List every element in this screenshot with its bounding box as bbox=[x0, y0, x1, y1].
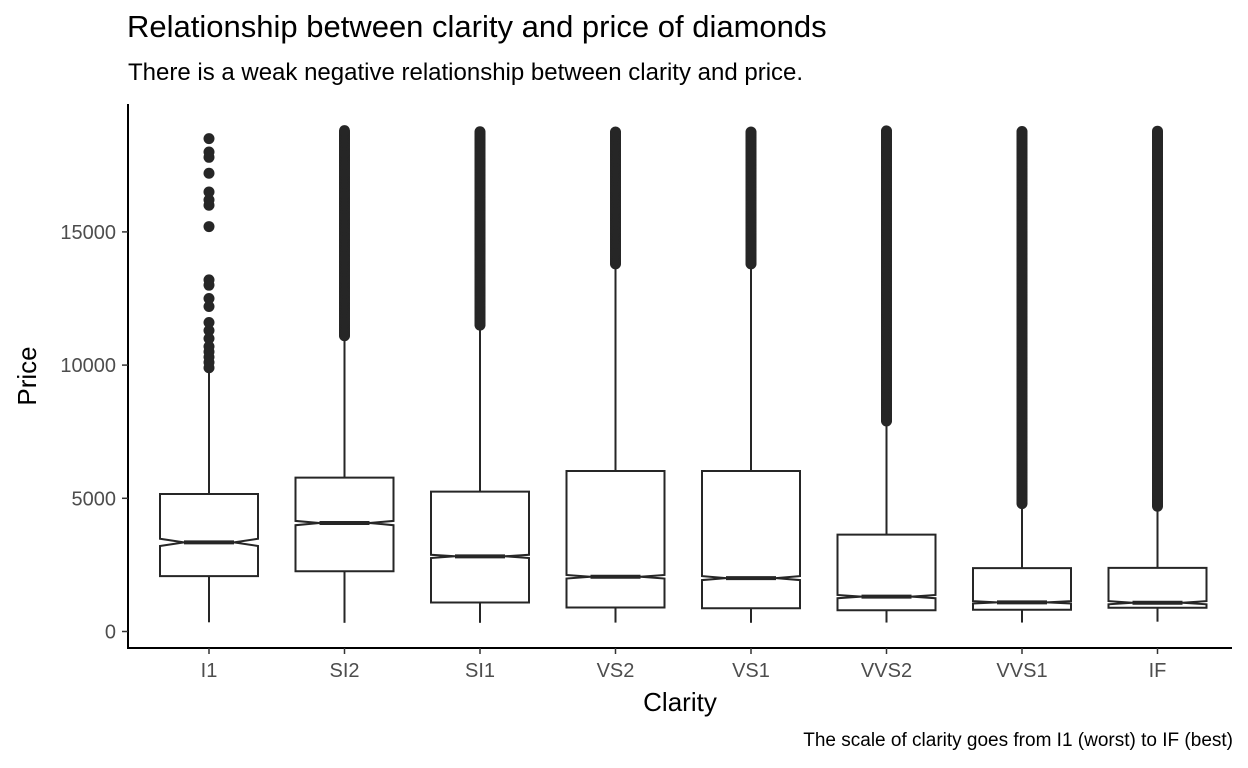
outlier-point bbox=[1152, 125, 1163, 137]
box-si2 bbox=[294, 125, 395, 623]
outlier-point bbox=[474, 126, 486, 138]
outliers bbox=[203, 133, 215, 374]
outlier-point bbox=[203, 340, 215, 352]
notched-box bbox=[972, 567, 1072, 611]
outlier-point bbox=[203, 332, 215, 344]
outlier-point bbox=[203, 274, 215, 286]
y-tick-label: 5000 bbox=[72, 488, 117, 510]
outlier-point bbox=[203, 221, 215, 233]
outliers bbox=[881, 125, 892, 427]
x-tick-label: IF bbox=[1149, 660, 1167, 682]
outlier-point bbox=[1016, 125, 1028, 137]
x-tick-label: VS1 bbox=[732, 660, 770, 682]
box-if bbox=[1107, 125, 1208, 622]
y-axis-label: Price bbox=[12, 346, 42, 405]
notched-box bbox=[565, 470, 666, 609]
notched-box bbox=[430, 490, 530, 604]
x-axis-label: Clarity bbox=[643, 687, 717, 717]
outlier-point bbox=[203, 146, 215, 158]
x-tick-label: VVS2 bbox=[861, 660, 912, 682]
x-tick-label: SI2 bbox=[329, 660, 359, 682]
outlier-point bbox=[203, 186, 215, 198]
notched-box bbox=[159, 493, 259, 578]
outlier-point bbox=[339, 125, 350, 137]
box-vvs1 bbox=[972, 125, 1072, 623]
outlier-point bbox=[203, 300, 215, 312]
notched-box bbox=[836, 533, 937, 612]
outliers bbox=[339, 125, 350, 342]
outliers bbox=[1016, 125, 1028, 510]
box-si1 bbox=[430, 126, 530, 623]
outlier-point bbox=[610, 126, 621, 138]
x-tick-label: I1 bbox=[201, 660, 218, 682]
x-tick-label: VS2 bbox=[597, 660, 635, 682]
chart-caption: The scale of clarity goes from I1 (worst… bbox=[803, 730, 1233, 751]
chart-title: Relationship between clarity and price o… bbox=[127, 9, 827, 44]
outlier-point bbox=[745, 126, 757, 138]
y-tick-label: 0 bbox=[105, 622, 116, 644]
outlier-point bbox=[203, 194, 215, 206]
outliers bbox=[474, 126, 486, 331]
notched-box bbox=[701, 470, 801, 610]
y-tick-label: 15000 bbox=[60, 222, 116, 244]
box-vvs2 bbox=[836, 125, 937, 623]
axes: 0 5000 10000 15000 I1 SI2 SI1 VS2 VS1 VVS2 VVS1 IF bbox=[60, 104, 1232, 682]
x-tick-label: SI1 bbox=[465, 660, 495, 682]
outliers bbox=[745, 126, 757, 270]
outlier-point bbox=[203, 133, 215, 145]
outliers bbox=[610, 126, 621, 270]
box-vs1 bbox=[701, 126, 801, 623]
boxes bbox=[159, 125, 1208, 623]
outlier-point bbox=[203, 324, 215, 336]
x-tick-label: VVS1 bbox=[996, 660, 1047, 682]
box-i1 bbox=[159, 133, 259, 623]
outlier-point bbox=[203, 316, 215, 328]
box-vs2 bbox=[565, 126, 666, 623]
notched-box bbox=[1107, 566, 1208, 609]
outliers bbox=[1152, 125, 1163, 512]
outlier-point bbox=[203, 293, 215, 304]
outlier-point bbox=[881, 125, 892, 137]
y-tick-label: 10000 bbox=[60, 355, 116, 377]
outlier-point bbox=[203, 167, 215, 179]
chart-subtitle: There is a weak negative relationship be… bbox=[128, 59, 804, 86]
